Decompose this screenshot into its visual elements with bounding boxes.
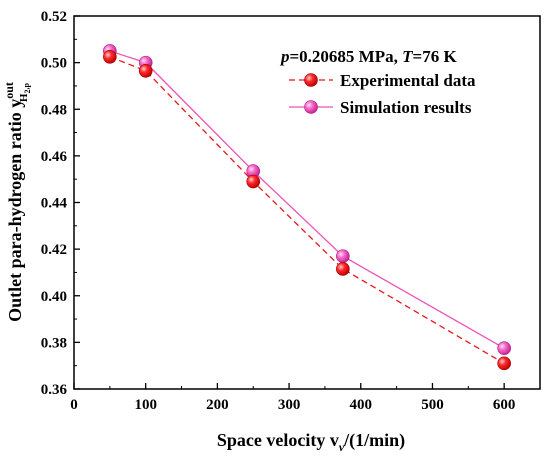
data-point-experimental <box>336 262 350 276</box>
x-tick-label: 300 <box>278 397 301 413</box>
condition-annotation: p=0.20685 MPa, T=76 K <box>279 47 457 66</box>
y-axis-title-sup: out <box>2 82 16 99</box>
legend-item-simulation: Simulation results <box>289 98 472 117</box>
x-axis-title-main: Space velocity v <box>217 430 339 450</box>
x-tick-label: 400 <box>350 397 373 413</box>
x-tick-label: 0 <box>70 397 78 413</box>
y-tick-label: 0.48 <box>41 102 67 118</box>
annotation-t-value: =76 K <box>413 47 458 66</box>
data-point-experimental <box>138 63 153 78</box>
legend-marker-simulation <box>304 100 318 114</box>
data-point-simulation <box>497 341 511 356</box>
legend-item-experimental: Experimental data <box>289 71 476 90</box>
annotation-t-var: T <box>402 47 413 66</box>
x-tick-label: 500 <box>421 397 444 413</box>
data-point-experimental <box>497 356 511 371</box>
data-point-experimental <box>103 49 117 64</box>
legend-marker-experimental <box>304 73 318 87</box>
data-point-simulation <box>336 249 350 263</box>
annotation-p-value: =0.20685 MPa, <box>290 47 403 66</box>
y-axis-title-main: Outlet para-hydrogen ratio y <box>5 99 25 322</box>
y-tick-label: 0.38 <box>41 335 67 351</box>
y-tick-label: 0.36 <box>41 382 68 398</box>
legend-label-simulation: Simulation results <box>340 98 472 117</box>
legend: Experimental data Simulation results <box>289 71 476 117</box>
y-tick-label: 0.50 <box>41 56 67 72</box>
y-axis-title-sub2: 2 <box>23 90 32 94</box>
x-axis-title: Space velocity vv/(1/min) <box>217 430 405 454</box>
x-tick-label: 100 <box>134 397 157 413</box>
x-axis-title-tail: /(1/min) <box>343 430 405 451</box>
y-tick-label: 0.44 <box>41 196 68 212</box>
y-axis-title-sub3: ,p <box>22 83 31 90</box>
y-tick-label: 0.42 <box>41 242 67 258</box>
annotation-p-var: p <box>279 47 290 66</box>
series-layer <box>103 44 511 371</box>
x-tick-label: 200 <box>206 397 229 413</box>
x-axis-title-sub: v <box>339 440 345 454</box>
data-point-experimental <box>246 174 261 189</box>
axis-ticks: 0 100 200 300 400 500 600 0.36 0.38 0.40 0.42 0.44 0… <box>41 9 541 413</box>
y-tick-label: 0.40 <box>41 289 67 305</box>
y-tick-label: 0.52 <box>41 9 67 25</box>
y-tick-label: 0.46 <box>41 149 68 165</box>
y-axis-title: Outlet para-hydrogen ratio yout H2,p <box>2 82 32 322</box>
x-tick-label: 600 <box>493 397 516 413</box>
y-axis-title-sub: H <box>18 93 30 102</box>
legend-label-experimental: Experimental data <box>340 71 476 90</box>
